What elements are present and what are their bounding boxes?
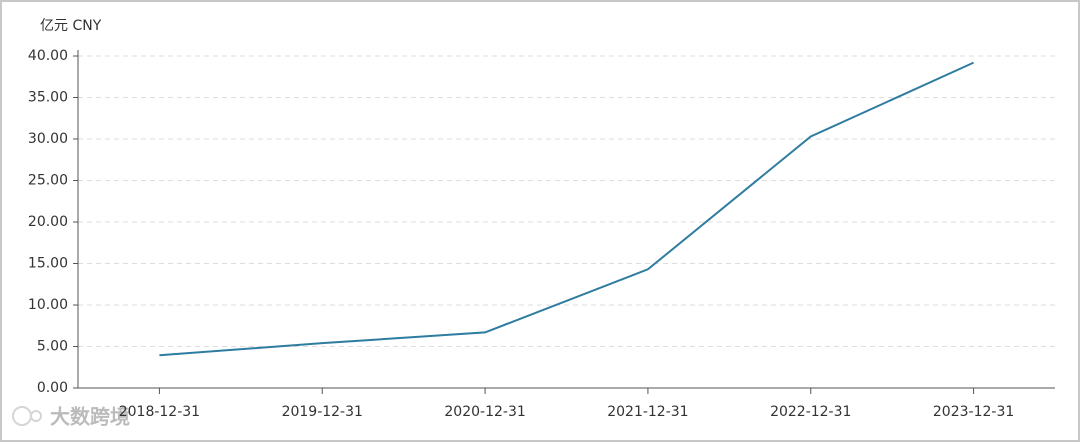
watermark-icon [12, 406, 42, 426]
x-tick-label: 2023-12-31 [933, 404, 1014, 420]
y-tick-label: 35.00 [28, 90, 68, 106]
y-tick-label: 10.00 [28, 297, 68, 313]
line-series [159, 61, 974, 357]
y-tick-label: 5.00 [37, 339, 68, 355]
y-unit-label: 亿元 CNY [40, 18, 102, 34]
x-tick-label: 2018-12-31 [119, 404, 200, 420]
y-tick-label: 0.00 [37, 380, 68, 396]
y-tick-label: 20.00 [28, 214, 68, 230]
x-tick-label: 2021-12-31 [607, 404, 688, 420]
y-tick-label: 25.00 [28, 173, 68, 189]
y-tick-label: 30.00 [28, 131, 68, 147]
x-tick-label: 2019-12-31 [282, 404, 363, 420]
x-tick-label: 2022-12-31 [770, 404, 851, 420]
x-tick-label: 2020-12-31 [444, 404, 525, 420]
y-tick-label: 40.00 [28, 48, 68, 64]
watermark: 大数跨境 [50, 405, 130, 429]
y-tick-label: 15.00 [28, 256, 68, 272]
